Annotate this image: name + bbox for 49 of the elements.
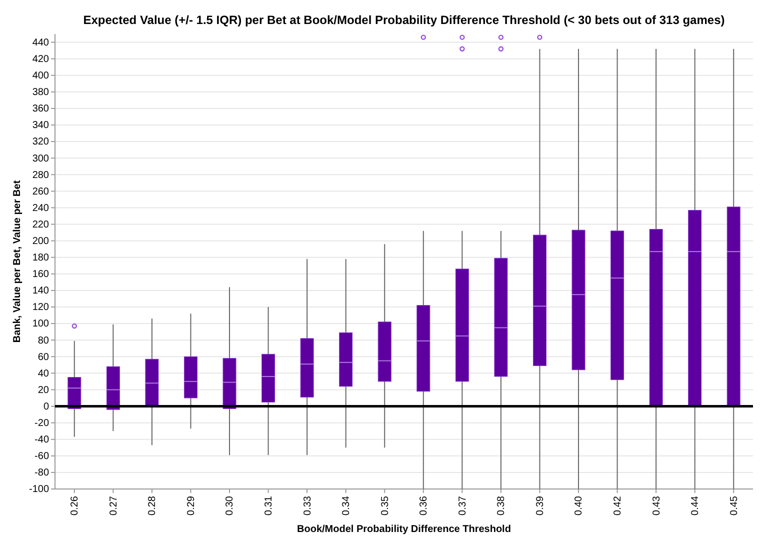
y-tick-label: -40 <box>34 434 50 446</box>
y-tick-label: 120 <box>32 302 50 314</box>
y-tick-label: 0 <box>43 401 50 412</box>
y-tick-label: 40 <box>38 368 50 380</box>
y-tick-label: 80 <box>38 335 50 346</box>
y-axis-title: Bank, Value per Bet, Value per Bet <box>12 180 23 343</box>
y-tick-label: 180 <box>32 252 50 264</box>
y-tick-label: 200 <box>32 236 50 248</box>
x-tick-label: 0.45 <box>728 496 740 516</box>
x-tick-label: 0.27 <box>108 496 120 516</box>
x-tick-label: 0.34 <box>341 496 352 516</box>
chart-title: Expected Value (+/- 1.5 IQR) per Bet at Book/Model Probability Difference Threshold (< 30 bets out of 313 games) <box>83 13 725 27</box>
x-tick-label: 0.36 <box>418 496 430 516</box>
y-tick-label: 60 <box>38 352 50 363</box>
y-tick-label: 300 <box>32 153 50 164</box>
x-tick-label: 0.43 <box>651 496 662 516</box>
y-tick-label: 140 <box>32 286 50 297</box>
x-tick-label: 0.29 <box>186 496 197 516</box>
y-tick-label: 360 <box>32 104 50 115</box>
x-tick-label: 0.44 <box>690 496 702 516</box>
y-tick-label: -100 <box>28 484 50 496</box>
y-tick-label: 220 <box>32 219 50 230</box>
y-tick-label: 280 <box>32 170 50 181</box>
x-tick-label: 0.38 <box>496 496 508 516</box>
y-tick-label: 240 <box>32 202 50 214</box>
y-tick-label: -80 <box>34 468 50 479</box>
y-tick-label: -60 <box>34 451 50 462</box>
x-tick-label: 0.39 <box>534 496 546 516</box>
x-tick-label: 0.40 <box>574 496 585 516</box>
y-tick-label: 160 <box>32 269 50 280</box>
y-tick-label: 260 <box>32 186 50 198</box>
y-tick-label: 440 <box>32 37 50 48</box>
x-tick-label: 0.28 <box>147 496 158 516</box>
x-tick-label: 0.31 <box>263 496 274 516</box>
x-axis-title: Book/Model Probability Difference Threshold <box>297 524 511 535</box>
y-tick-label: 100 <box>32 318 50 330</box>
x-tick-label: 0.37 <box>457 496 468 516</box>
y-tick-label: 400 <box>32 70 50 82</box>
x-tick-label: 0.26 <box>70 496 81 516</box>
x-tick-label: 0.42 <box>612 496 624 516</box>
x-tick-label: 0.33 <box>302 496 314 516</box>
x-tick-label: 0.35 <box>380 496 391 516</box>
y-tick-label: 380 <box>32 87 50 98</box>
y-tick-label: -20 <box>34 418 50 430</box>
y-tick-label: 420 <box>32 54 50 66</box>
y-tick-label: 320 <box>32 136 50 148</box>
y-tick-label: 340 <box>32 120 50 132</box>
y-tick-label: 20 <box>38 384 50 396</box>
x-tick-label: 0.30 <box>224 496 236 516</box>
